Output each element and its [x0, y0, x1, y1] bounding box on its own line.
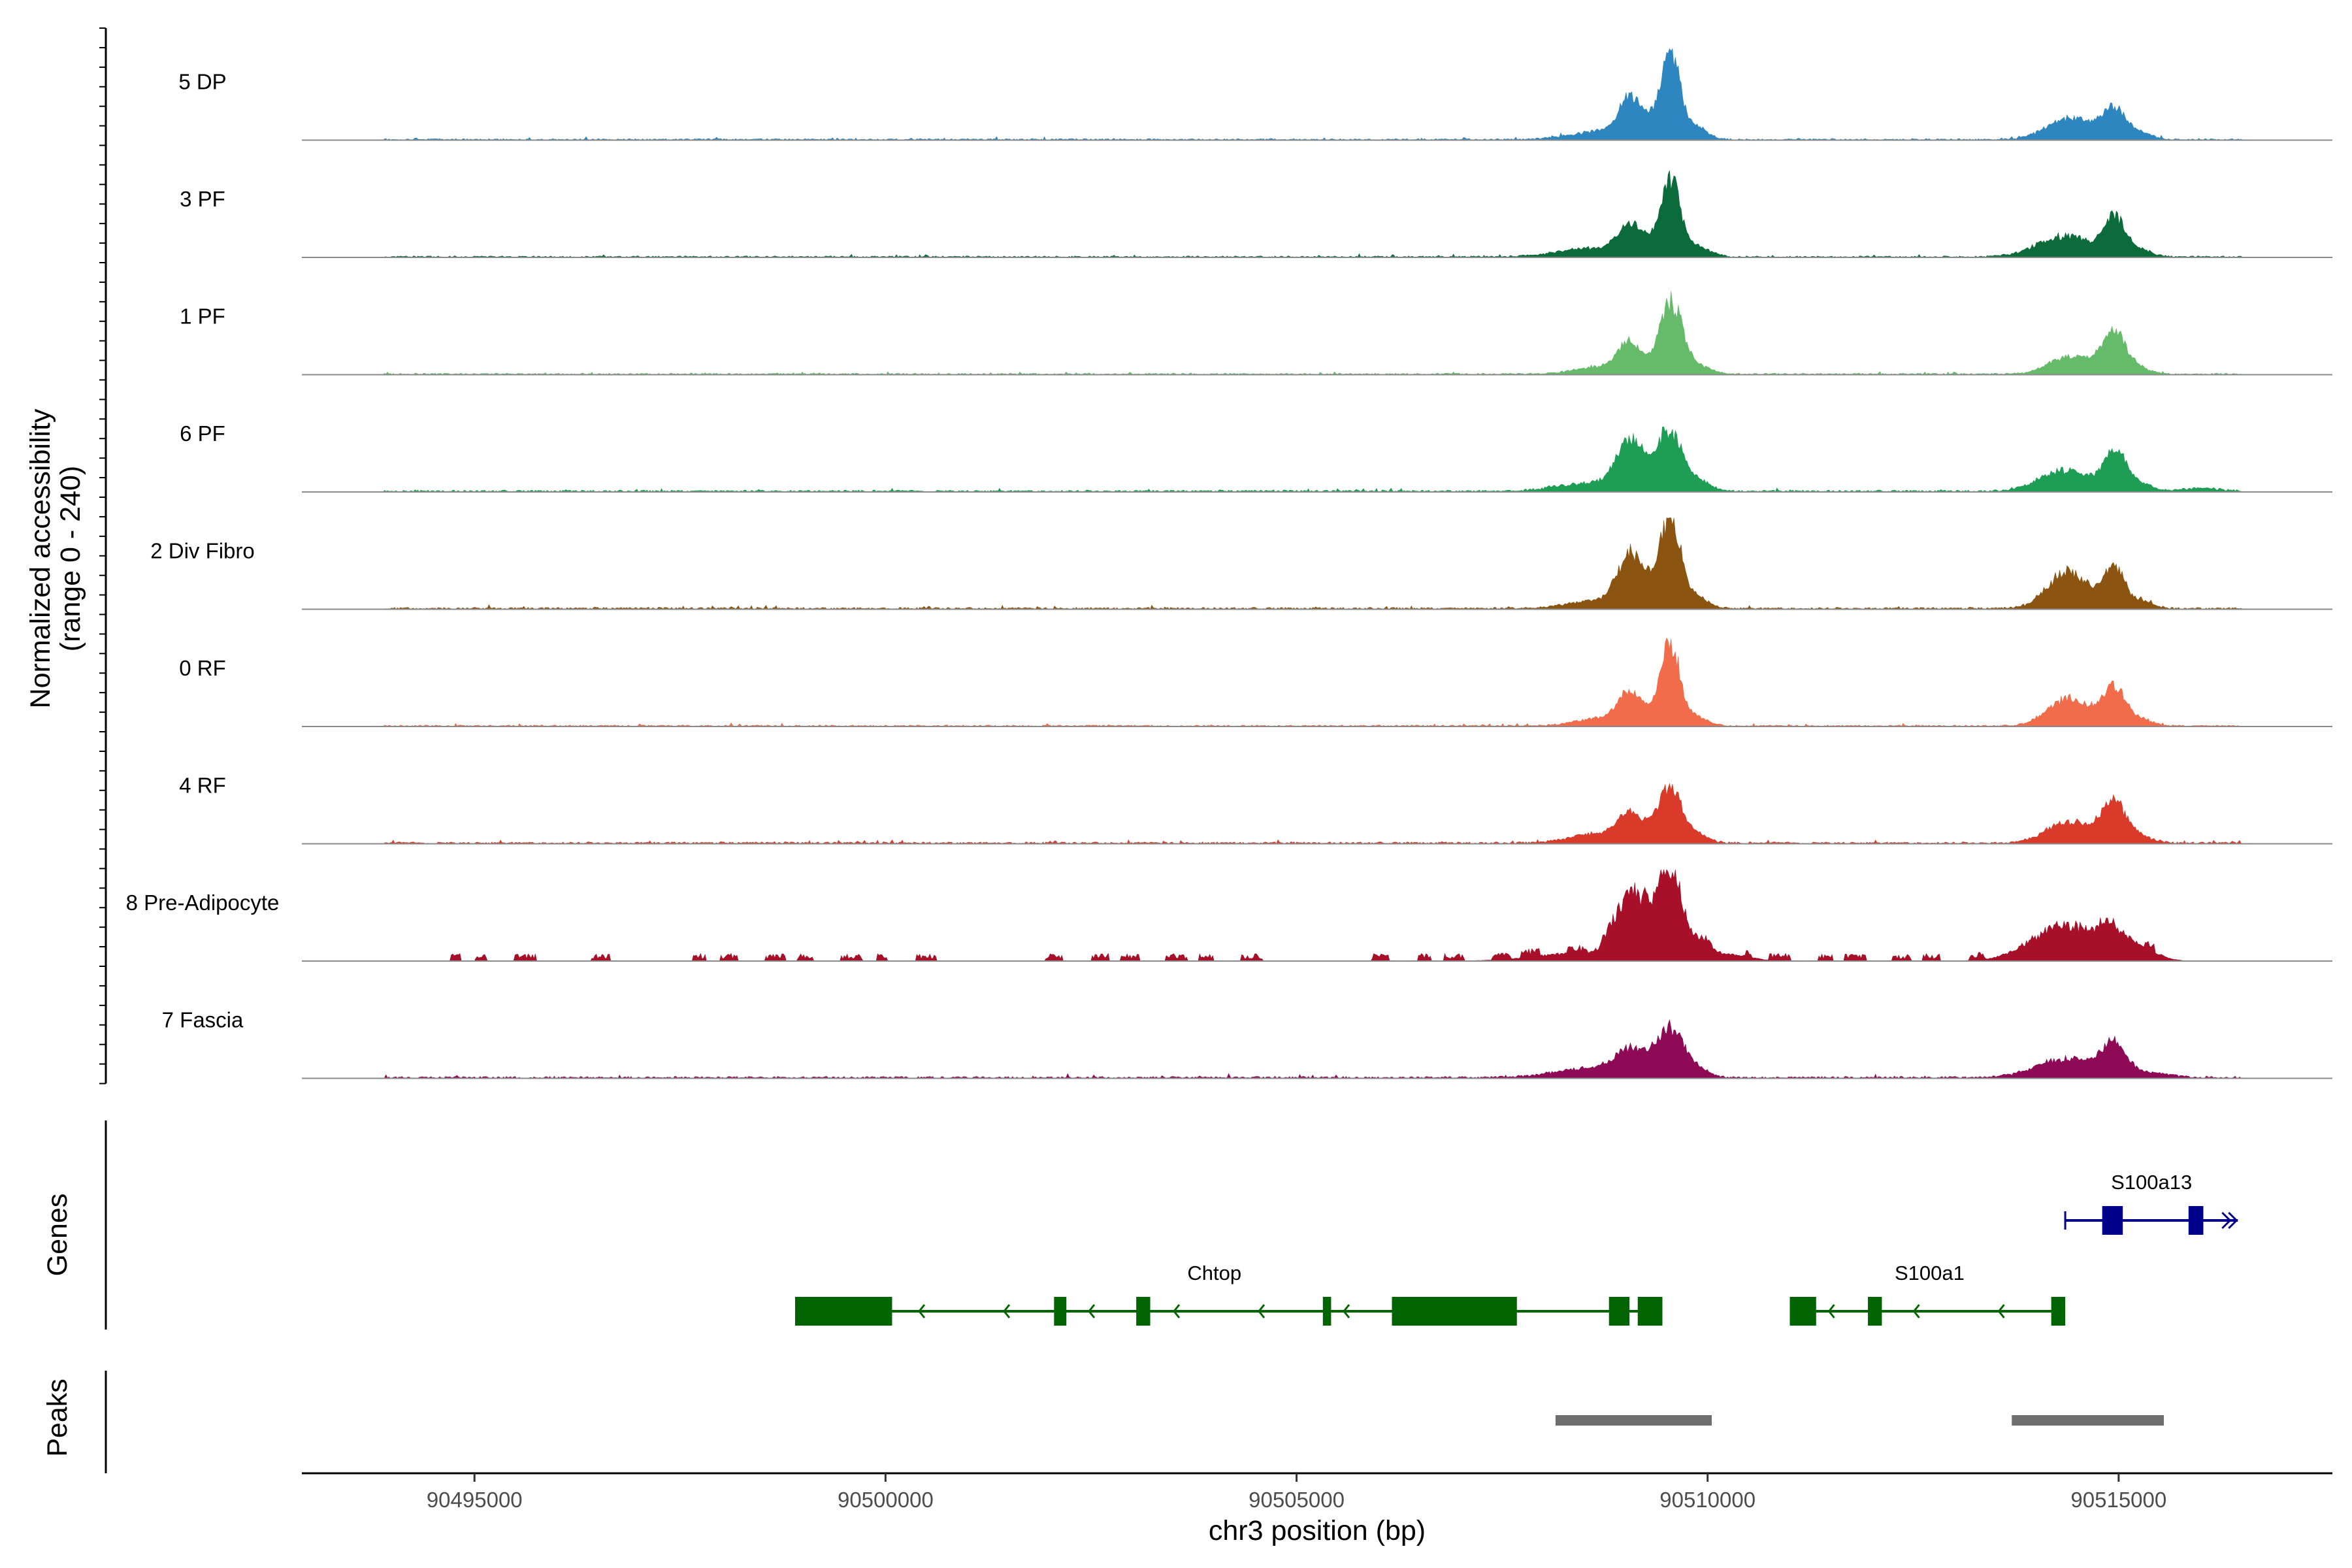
coverage-area: [302, 170, 2332, 258]
strand-arrow: [1912, 1304, 1920, 1318]
gene-exon: [1322, 1297, 1331, 1326]
y-axis-title-line1: Normalized accessibility: [25, 408, 56, 708]
strand-arrow: [1258, 1304, 1266, 1318]
x-tick-label: 90500000: [838, 1488, 934, 1512]
gene-exon: [2188, 1206, 2204, 1235]
gene-exon: [1136, 1297, 1151, 1326]
track-label: 1 PF: [180, 304, 225, 329]
x-tick-label: 90515000: [2070, 1488, 2166, 1512]
x-tick-label: 90505000: [1249, 1488, 1345, 1512]
strand-arrow: [1997, 1304, 2005, 1318]
gene-label: S100a13: [2111, 1171, 2192, 1194]
gene-s100a1: S100a1: [1789, 1262, 2066, 1326]
x-tick-label: 90495000: [427, 1488, 523, 1512]
gene-s100a13: S100a13: [2064, 1171, 2238, 1235]
coverage-area: [302, 426, 2332, 493]
coverage-area: [302, 48, 2332, 140]
gene-exon: [794, 1297, 892, 1326]
gene-exon: [1392, 1297, 1517, 1326]
gene-exon: [2102, 1206, 2123, 1235]
gene-exon: [1609, 1297, 1630, 1326]
coverage-area: [302, 637, 2332, 727]
axes: 90495000 90500000 90505000 90510000 90515000: [99, 27, 2332, 1512]
strand-arrow: [1173, 1304, 1181, 1318]
gene-exon: [1789, 1297, 1816, 1326]
coverage-tracks: 5 DP 3 PF 1 PF 6 PF 2 Div Fibro 0 RF 4 RF 8 Pre…: [126, 48, 2332, 1079]
gene-exon: [1054, 1297, 1067, 1326]
coverage-area: [302, 291, 2332, 375]
gene-exon: [1868, 1297, 1882, 1326]
coverage-area: [302, 517, 2332, 610]
gene-label: S100a1: [1895, 1262, 1965, 1284]
strand-arrow: [918, 1304, 926, 1318]
track-label: 3 PF: [180, 187, 225, 211]
coverage-area: [302, 783, 2332, 844]
track-label: 2 Div Fibro: [150, 539, 255, 563]
peaks-track-label: Peaks: [42, 1379, 73, 1457]
genes-track-label: Genes: [42, 1194, 73, 1277]
track-label: 4 RF: [179, 774, 226, 798]
strand-arrow: [1827, 1304, 1835, 1318]
track-label: 8 Pre-Adipocyte: [126, 890, 280, 915]
track-label: 0 RF: [179, 656, 226, 680]
track-label: 6 PF: [180, 421, 225, 446]
track-4-rf: 4 RF: [179, 774, 2332, 845]
track-2-div-fibro: 2 Div Fibro: [150, 517, 2332, 610]
x-tick-label: 90510000: [1659, 1488, 1756, 1512]
track-3-pf: 3 PF: [180, 170, 2332, 258]
coverage-area: [302, 1019, 2332, 1079]
gene-end-arrow: [2221, 1211, 2238, 1230]
peak-region: [1555, 1415, 1712, 1426]
track-7-fascia: 7 Fascia: [162, 1008, 2332, 1079]
x-axis-title: chr3 position (bp): [1209, 1515, 1426, 1546]
track-label: 7 Fascia: [162, 1008, 244, 1032]
gene-exon: [1637, 1297, 1663, 1326]
y-axis-title-line2: (range 0 - 240): [55, 466, 86, 651]
gene-chtop: Chtop: [794, 1262, 1663, 1326]
track-6-pf: 6 PF: [180, 421, 2332, 493]
peak-region: [2012, 1415, 2164, 1426]
gene-label: Chtop: [1187, 1262, 1241, 1284]
strand-arrow: [1003, 1304, 1011, 1318]
peak-track: [1555, 1415, 2164, 1426]
coverage-area: [302, 869, 2332, 962]
gene-exon: [2051, 1297, 2066, 1326]
track-1-pf: 1 PF: [180, 291, 2332, 376]
strand-arrow: [1088, 1304, 1096, 1318]
strand-arrow: [1343, 1304, 1350, 1318]
track-8-pre-adipocyte: 8 Pre-Adipocyte: [126, 869, 2332, 962]
track-5-dp: 5 DP: [178, 48, 2332, 141]
track-label: 5 DP: [178, 70, 226, 94]
gene-annotation-track: S100a13 Chtop S100a1: [794, 1171, 2238, 1326]
track-0-rf: 0 RF: [179, 637, 2332, 727]
